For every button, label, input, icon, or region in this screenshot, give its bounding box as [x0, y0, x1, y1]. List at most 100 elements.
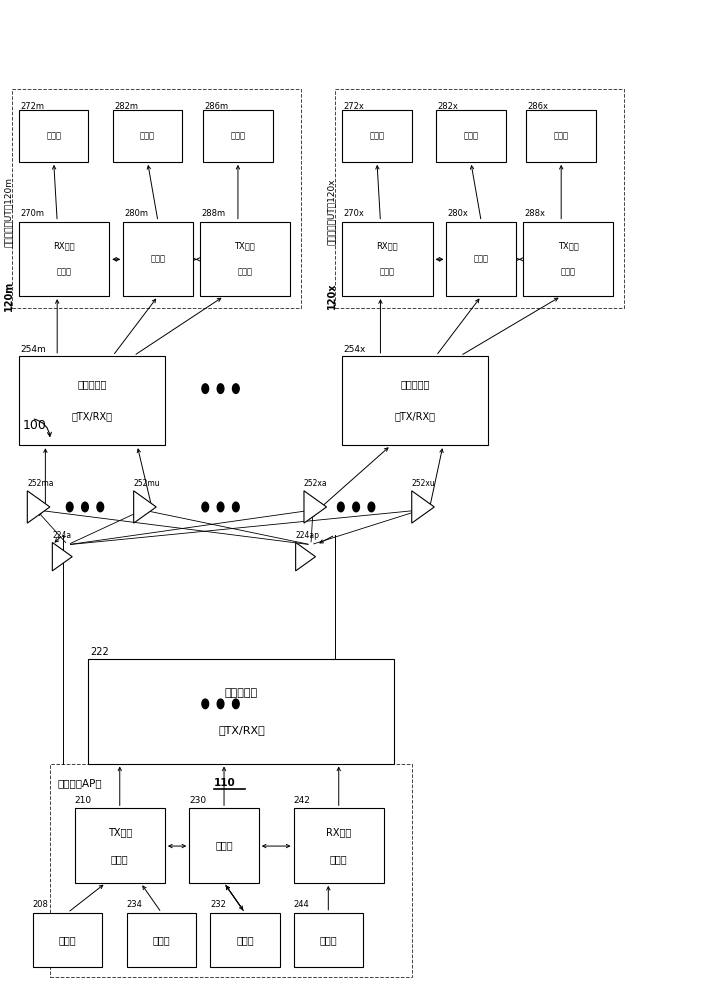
- Text: 270m: 270m: [20, 209, 44, 218]
- Text: 存储器: 存储器: [236, 935, 254, 945]
- Text: 数据宿: 数据宿: [370, 132, 385, 141]
- Text: 280m: 280m: [124, 209, 148, 218]
- Text: 数据源: 数据源: [554, 132, 569, 141]
- Circle shape: [202, 384, 209, 393]
- FancyBboxPatch shape: [127, 913, 196, 967]
- Text: TX数据: TX数据: [235, 241, 255, 250]
- Circle shape: [353, 502, 359, 512]
- Circle shape: [97, 502, 103, 512]
- Text: 控制器: 控制器: [215, 841, 233, 851]
- Text: 处理器: 处理器: [380, 268, 395, 277]
- Text: TX数据: TX数据: [108, 827, 132, 837]
- FancyBboxPatch shape: [436, 110, 505, 162]
- FancyBboxPatch shape: [294, 913, 363, 967]
- Text: 用户终端（UT）120x: 用户终端（UT）120x: [328, 178, 336, 245]
- Text: TX数据: TX数据: [557, 241, 579, 250]
- Text: 270x: 270x: [344, 209, 364, 218]
- Text: 272m: 272m: [20, 102, 44, 111]
- Polygon shape: [27, 491, 50, 523]
- Text: 100: 100: [22, 419, 46, 432]
- Text: 286m: 286m: [205, 102, 228, 111]
- Text: 208: 208: [33, 900, 49, 909]
- Text: 252ma: 252ma: [27, 479, 54, 488]
- FancyBboxPatch shape: [203, 110, 273, 162]
- Text: 数据宿: 数据宿: [46, 132, 61, 141]
- Text: 控制器: 控制器: [150, 254, 165, 263]
- Text: 254x: 254x: [344, 345, 366, 354]
- Text: 收发机前端: 收发机前端: [401, 379, 430, 389]
- Text: 272x: 272x: [344, 102, 364, 111]
- FancyBboxPatch shape: [19, 222, 110, 296]
- Text: 数据源: 数据源: [231, 132, 245, 141]
- Text: 234: 234: [127, 900, 143, 909]
- Text: 224ap: 224ap: [296, 531, 320, 540]
- Circle shape: [337, 502, 344, 512]
- Circle shape: [233, 384, 239, 393]
- Text: 处理器: 处理器: [238, 268, 252, 277]
- Text: 280x: 280x: [448, 209, 469, 218]
- Text: 254m: 254m: [20, 345, 46, 354]
- Polygon shape: [52, 542, 72, 571]
- Circle shape: [66, 502, 73, 512]
- Text: RX数据: RX数据: [377, 241, 398, 250]
- FancyBboxPatch shape: [210, 913, 280, 967]
- Polygon shape: [304, 491, 327, 523]
- Circle shape: [202, 502, 209, 512]
- Text: RX数据: RX数据: [53, 241, 75, 250]
- FancyBboxPatch shape: [89, 659, 394, 764]
- Text: 接入点（AP）: 接入点（AP）: [57, 778, 102, 788]
- Text: 232: 232: [210, 900, 226, 909]
- FancyBboxPatch shape: [446, 222, 516, 296]
- FancyBboxPatch shape: [342, 110, 412, 162]
- Text: 处理器: 处理器: [560, 268, 576, 277]
- Circle shape: [217, 502, 224, 512]
- Circle shape: [217, 699, 224, 709]
- Text: RX数据: RX数据: [326, 827, 352, 837]
- Text: 286x: 286x: [528, 102, 549, 111]
- FancyArrowPatch shape: [34, 419, 51, 436]
- FancyBboxPatch shape: [523, 222, 613, 296]
- Circle shape: [202, 699, 209, 709]
- Text: 收发机前端: 收发机前端: [225, 688, 258, 698]
- Text: 存储器: 存储器: [463, 132, 478, 141]
- FancyBboxPatch shape: [527, 110, 596, 162]
- Text: 收发机前端: 收发机前端: [77, 379, 107, 389]
- Text: 控制器: 控制器: [474, 254, 489, 263]
- FancyBboxPatch shape: [189, 808, 259, 883]
- FancyBboxPatch shape: [342, 356, 488, 445]
- FancyBboxPatch shape: [33, 913, 103, 967]
- FancyBboxPatch shape: [19, 356, 165, 445]
- FancyBboxPatch shape: [75, 808, 165, 883]
- Circle shape: [233, 502, 239, 512]
- FancyBboxPatch shape: [200, 222, 290, 296]
- FancyBboxPatch shape: [342, 222, 432, 296]
- Text: 222: 222: [90, 647, 109, 657]
- FancyBboxPatch shape: [112, 110, 182, 162]
- Circle shape: [233, 699, 239, 709]
- Circle shape: [82, 502, 89, 512]
- Polygon shape: [134, 491, 156, 523]
- Circle shape: [368, 502, 375, 512]
- Text: 230: 230: [189, 796, 207, 805]
- Text: 处理器: 处理器: [57, 268, 72, 277]
- Text: 处理器: 处理器: [111, 854, 129, 864]
- Text: 120x: 120x: [327, 283, 337, 309]
- Text: 282x: 282x: [437, 102, 458, 111]
- Text: 288x: 288x: [524, 209, 546, 218]
- Text: 244: 244: [294, 900, 309, 909]
- FancyBboxPatch shape: [123, 222, 193, 296]
- Polygon shape: [296, 542, 316, 571]
- Text: 110: 110: [214, 778, 236, 788]
- Text: 处理器: 处理器: [330, 854, 347, 864]
- Text: 调度器: 调度器: [153, 935, 170, 945]
- Text: （TX/RX）: （TX/RX）: [394, 412, 436, 422]
- Text: 用户终端（UT）120m: 用户终端（UT）120m: [4, 177, 13, 247]
- Text: 数据宿: 数据宿: [319, 935, 337, 945]
- Text: 数据源: 数据源: [59, 935, 77, 945]
- Text: 252mu: 252mu: [134, 479, 160, 488]
- Text: 252xu: 252xu: [412, 479, 435, 488]
- Text: （TX/RX）: （TX/RX）: [218, 725, 265, 735]
- Text: 288m: 288m: [201, 209, 225, 218]
- FancyBboxPatch shape: [19, 110, 89, 162]
- Text: 282m: 282m: [114, 102, 138, 111]
